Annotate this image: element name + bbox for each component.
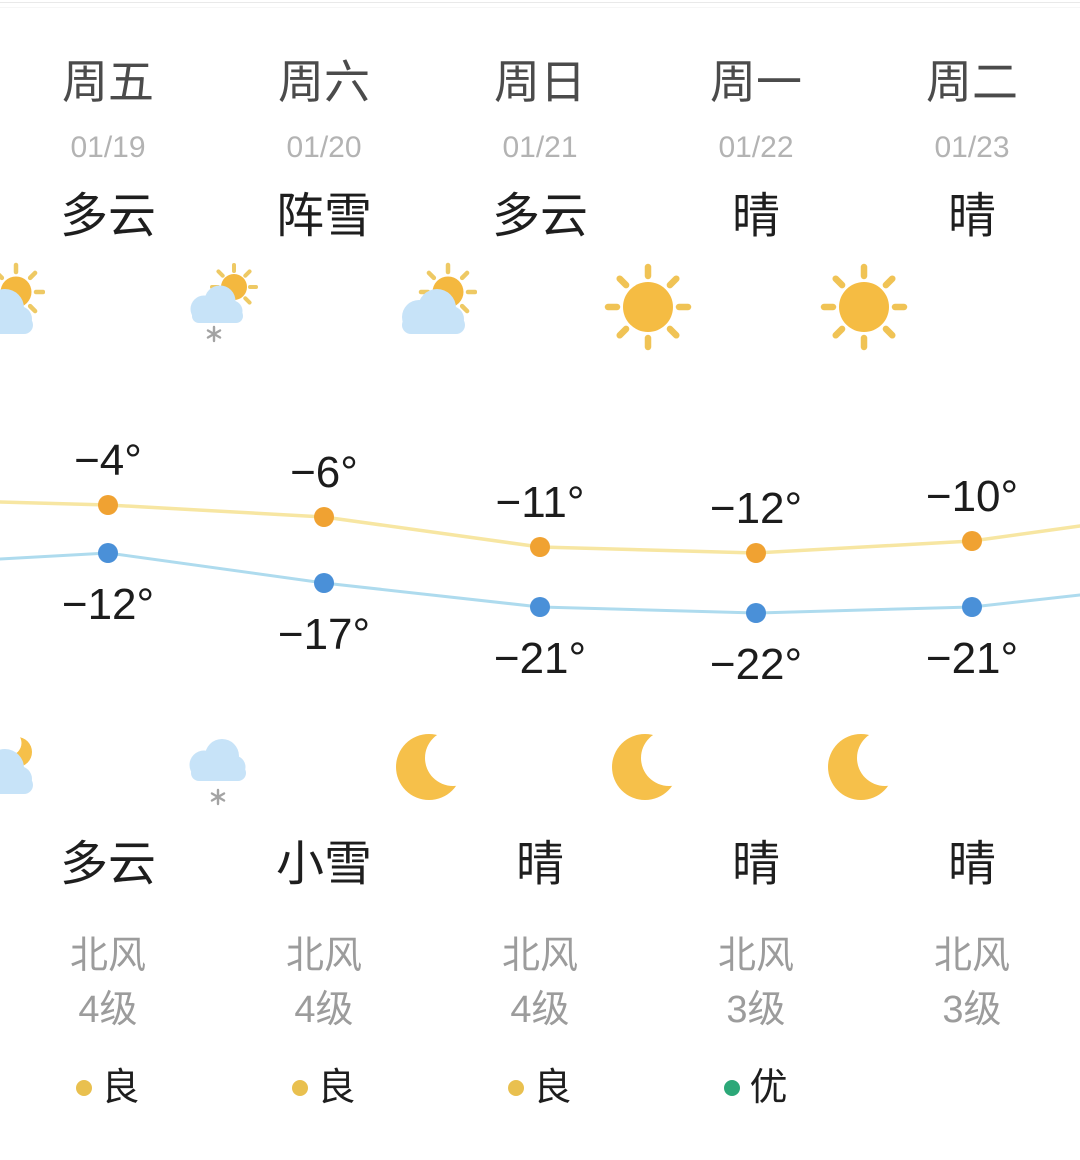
top-divider-shadow: [0, 7, 1080, 8]
high-temp-label: −10°: [926, 472, 1018, 521]
temperature-trend-chart: −4° −6° −11° −12° −10° −12° −17° −21° −22° −21°: [0, 430, 1080, 710]
day-date: 01/20: [286, 131, 362, 164]
aqi-dot: [724, 1080, 741, 1096]
forecast-column-monday[interactable]: 周一 01/22 晴 晴 北风 3级 优: [604, 0, 864, 1160]
low-temp-label: −12°: [62, 580, 154, 629]
aqi-label: 良: [317, 1067, 356, 1109]
aqi-label: 良: [101, 1067, 140, 1109]
aqi-badge: 良: [432, 1066, 648, 1110]
night-condition: 晴: [947, 838, 996, 891]
crescent-moon-icon: [819, 722, 909, 812]
wind-direction: 北风: [69, 935, 146, 977]
wind-level: 3级: [942, 989, 1002, 1031]
low-temp-dot: [314, 573, 334, 593]
night-condition: 晴: [731, 838, 780, 891]
wind-direction: 北风: [717, 935, 794, 977]
day-condition: 多云: [59, 190, 156, 243]
day-name: 周二: [926, 56, 1018, 108]
day-condition: 晴: [731, 190, 780, 243]
snowflake-glyph: [206, 325, 222, 343]
day-condition: 晴: [947, 190, 996, 243]
partly-cloudy-day-icon: [0, 262, 45, 352]
crescent-moon-icon: [603, 722, 693, 812]
day-condition: 多云: [491, 190, 588, 243]
aqi-badge: 优: [648, 1066, 864, 1110]
partly-cloudy-day-icon: [387, 262, 477, 352]
aqi-label: 良: [533, 1067, 572, 1109]
snow-cloud-icon: [171, 722, 261, 812]
day-date: 01/19: [70, 131, 146, 164]
moon-behind-cloud-icon: [0, 722, 45, 812]
night-condition: 多云: [59, 838, 156, 891]
sun-icon: [819, 262, 909, 352]
wind-direction: 北风: [285, 935, 362, 977]
low-temp-label: −21°: [494, 634, 586, 683]
high-temp-label: −4°: [74, 436, 142, 485]
high-temp-dot: [314, 507, 334, 527]
day-condition: 阵雪: [275, 190, 372, 243]
high-temp-label: −6°: [290, 448, 358, 497]
high-temp-dot: [530, 537, 550, 557]
wind-direction: 北风: [501, 935, 578, 977]
forecast-column-sunday[interactable]: 周日 01/21 多云: [396, 0, 648, 1160]
sun-icon: [603, 262, 693, 352]
top-divider: [0, 2, 1080, 3]
aqi-dot: [508, 1080, 525, 1096]
wind-level: 4级: [294, 989, 354, 1031]
snowflake-glyph: [210, 788, 226, 806]
wind-level: 4级: [78, 989, 138, 1031]
day-date: 01/21: [502, 131, 578, 164]
high-temp-dot: [962, 531, 982, 551]
low-temp-dot: [98, 543, 118, 563]
crescent-moon-icon: [387, 722, 477, 812]
aqi-dot: [292, 1080, 309, 1096]
wind-level: 4级: [510, 989, 570, 1031]
aqi-label: 优: [749, 1067, 788, 1109]
low-temp-dot: [746, 603, 766, 623]
aqi-dot: [76, 1080, 93, 1096]
low-temp-dot: [962, 597, 982, 617]
high-temp-dot: [746, 543, 766, 563]
low-temp-label: −21°: [926, 634, 1018, 683]
aqi-badge: 良: [216, 1066, 432, 1110]
day-name: 周五: [62, 56, 154, 108]
low-temp-label: −17°: [278, 610, 370, 659]
sun-snow-shower-icon: [171, 262, 261, 352]
forecast-column-friday[interactable]: 周五 01/19 多云: [0, 0, 216, 1160]
night-condition: 小雪: [275, 838, 372, 891]
night-condition: 晴: [515, 838, 564, 891]
forecast-column-tuesday[interactable]: 周二 01/23 晴 晴 北风 3级: [820, 0, 1080, 1160]
day-date: 01/23: [934, 131, 1010, 164]
day-date: 01/22: [718, 131, 794, 164]
low-temp-label: −22°: [710, 640, 802, 689]
high-temp-label: −11°: [496, 478, 585, 527]
day-name: 周一: [710, 56, 802, 108]
day-name: 周六: [278, 56, 370, 108]
low-temp-dot: [530, 597, 550, 617]
forecast-column-saturday[interactable]: 周六 01/20 阵雪: [189, 0, 432, 1160]
wind-direction: 北风: [933, 935, 1010, 977]
high-temp-label: −12°: [710, 484, 802, 533]
high-temp-dot: [98, 495, 118, 515]
aqi-badge: 良: [0, 1066, 216, 1110]
wind-level: 3级: [726, 989, 786, 1031]
day-name: 周日: [494, 56, 586, 108]
